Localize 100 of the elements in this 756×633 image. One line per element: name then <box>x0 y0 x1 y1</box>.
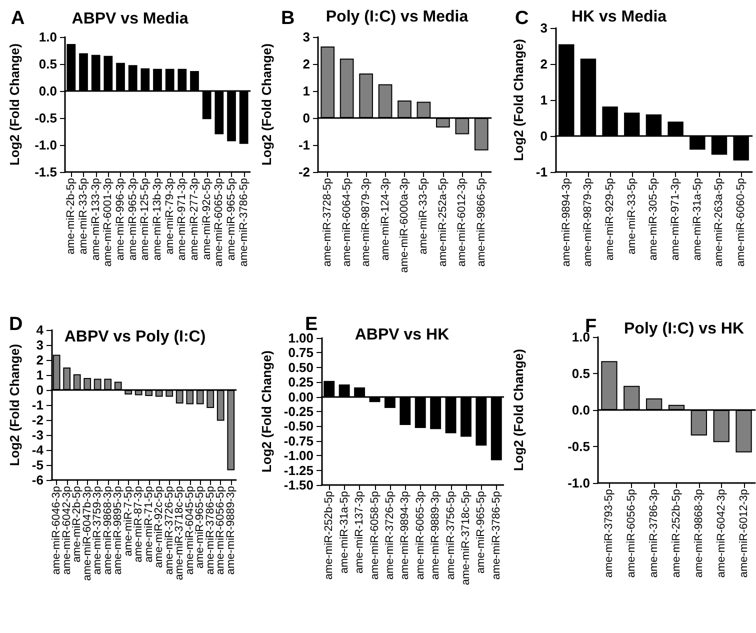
y-tick-label: -1.5 <box>34 164 57 180</box>
x-tick-label: ame-miR-3718c-5p <box>174 486 186 580</box>
chart-title: ABPV vs HK <box>354 326 450 344</box>
y-axis-title: Log2 (Fold Change) <box>511 348 526 472</box>
y-tick-label: 3 <box>540 20 548 36</box>
text: C <box>515 8 529 29</box>
chart-title: ABPV vs Media <box>72 10 188 28</box>
x-tick-label: ame-miR-7-5p <box>122 486 134 556</box>
chart-title: Poly (I:C) vs Media <box>326 8 468 26</box>
x-tick-label: ame-miR-9868-3p <box>692 489 705 578</box>
x-tick-label: ame-miR-929-5p <box>604 178 616 261</box>
text: A <box>11 8 25 29</box>
y-tick-label: 0.75 <box>288 345 314 360</box>
x-tick-label: ame-miR-252a-5p <box>436 178 449 267</box>
x-tick-label: ame-miR-33-5p <box>78 178 90 254</box>
y-axis-title: Log2 (Fold Change) <box>511 38 526 162</box>
x-tick-label: ame-miR-33-5p <box>626 178 638 254</box>
x-tick-label: ame-miR-31a-5p <box>338 491 350 574</box>
x-tick-label: ame-miR-9894-3p <box>399 491 412 580</box>
y-axis-title: Log2 (Fold Change) <box>7 344 22 466</box>
y-tick-label: 0.0 <box>572 402 590 418</box>
y-tick-label: 0.0 <box>38 84 57 98</box>
y-axis-title: Log2 (Fold Change) <box>259 350 274 473</box>
y-tick-label: 1.00 <box>288 330 314 346</box>
x-tick-label: ame-miR-6058-5p <box>368 491 381 580</box>
y-tick-label: -3 <box>32 428 44 442</box>
y-tick-label: 2 <box>36 352 44 368</box>
chart-title: HK vs Media <box>571 8 667 26</box>
x-tick-label: ame-miR-13b-3p <box>152 178 164 261</box>
x-tick-label: ame-miR-996-3p <box>114 178 126 261</box>
x-tick-label: ame-miR-305-5p <box>648 178 660 261</box>
x-tick-label: ame-miR-6065-3p <box>414 491 426 580</box>
x-tick-label: ame-miR-2b-5p <box>65 178 78 254</box>
x-tick-label: ame-miR-92c-5p <box>153 486 166 568</box>
x-tick-label: ame-miR-71-5p <box>142 486 155 562</box>
y-axis-title: Log2 (Fold Change) <box>259 43 274 166</box>
y-tick-label: -1 <box>298 138 310 152</box>
y-tick-label: 1 <box>302 84 310 98</box>
x-tick-label: ame-miR-87-3p <box>132 486 145 562</box>
y-tick-label: -6 <box>32 472 44 488</box>
y-tick-label: -1.0 <box>568 476 590 490</box>
x-tick-label: ame-miR-3718c-5p <box>460 491 472 586</box>
x-tick-label: ame-miR-965-5p <box>194 486 206 569</box>
y-tick-label: 0.00 <box>288 389 314 404</box>
x-tick-label: ame-miR-3786-5p <box>490 491 502 580</box>
chart-title: ABPV vs Poly (I:C) <box>64 328 206 346</box>
x-tick-label: ame-miR-3759-3p <box>92 486 104 575</box>
x-tick-label: ame-miR-9889-3p <box>224 486 237 575</box>
y-tick-label: 0.50 <box>288 360 314 375</box>
y-tick-label: 2 <box>540 56 548 72</box>
y-tick-label: -1 <box>536 164 548 180</box>
y-tick-label: 0.25 <box>288 374 314 390</box>
x-tick-label: ame-miR-3756-5p <box>444 491 457 580</box>
x-tick-label: ame-miR-6012-3p <box>738 489 750 578</box>
x-tick-label: ame-miR-92c-5p <box>200 178 213 260</box>
text: B <box>281 8 295 29</box>
y-tick-label: 0 <box>36 382 44 398</box>
y-tick-label: -1 <box>32 398 44 412</box>
y-tick-label: 2 <box>302 56 310 72</box>
y-tick-label: 3 <box>302 30 310 44</box>
y-tick-label: -2 <box>32 412 44 428</box>
x-tick-label: ame-miR-3793-5p <box>603 489 616 578</box>
y-tick-label: 1 <box>36 368 44 382</box>
text: D <box>9 314 23 335</box>
x-tick-label: ame-miR-6047b-3p <box>81 486 94 581</box>
y-tick-label: -1.00 <box>284 448 314 464</box>
y-tick-label: 4 <box>36 322 44 338</box>
y-tick-label: 1.0 <box>38 30 57 44</box>
y-tick-label: -0.50 <box>284 418 314 434</box>
x-tick-label: ame-miR-79-3p <box>164 178 176 254</box>
x-tick-label: ame-miR-6046-3p <box>50 486 63 575</box>
y-tick-label: -1.25 <box>284 462 314 478</box>
chart-title: Poly (I:C) vs HK <box>624 320 744 338</box>
x-tick-label: ame-miR-277-3p <box>188 178 200 261</box>
x-tick-label: ame-miR-263a-5p <box>713 178 726 267</box>
y-axis-title: Log2 (Fold Change) <box>7 43 22 166</box>
y-tick-label: 3 <box>36 338 44 352</box>
y-tick-label: 0.5 <box>38 56 57 72</box>
y-tick-label: -1.50 <box>284 478 314 492</box>
y-tick-label: -1.0 <box>34 138 57 152</box>
y-tick-label: 0 <box>540 128 548 144</box>
x-tick-label: ame-miR-9868-3p <box>102 486 114 575</box>
x-tick-label: ame-miR-6000a-3p <box>398 178 410 273</box>
x-tick-label: ame-miR-971-3p <box>176 178 188 261</box>
x-tick-label: ame-miR-6042-3p <box>60 486 73 575</box>
y-tick-label: 1 <box>540 92 548 108</box>
x-tick-label: ame-miR-3786-5p <box>238 178 250 267</box>
y-tick-label: -0.5 <box>34 110 57 126</box>
y-tick-label: -5 <box>32 458 44 472</box>
x-tick-label: ame-miR-125-5p <box>139 178 152 261</box>
x-tick-label: ame-miR-31a-5p <box>691 178 704 261</box>
x-tick-label: ame-miR-6064-5p <box>340 178 353 267</box>
x-tick-label: ame-miR-3786-5p <box>204 486 216 575</box>
x-tick-label: ame-miR-252b-5p <box>670 489 682 578</box>
x-tick-label: ame-miR-6060-5p <box>735 178 748 267</box>
x-tick-label: ame-miR-6001-3p <box>102 178 114 267</box>
y-tick-label: 0 <box>302 110 310 126</box>
x-tick-label: ame-miR-9894-3p <box>560 178 572 267</box>
y-tick-label: -4 <box>32 442 44 458</box>
y-tick-label: -0.25 <box>284 404 314 419</box>
